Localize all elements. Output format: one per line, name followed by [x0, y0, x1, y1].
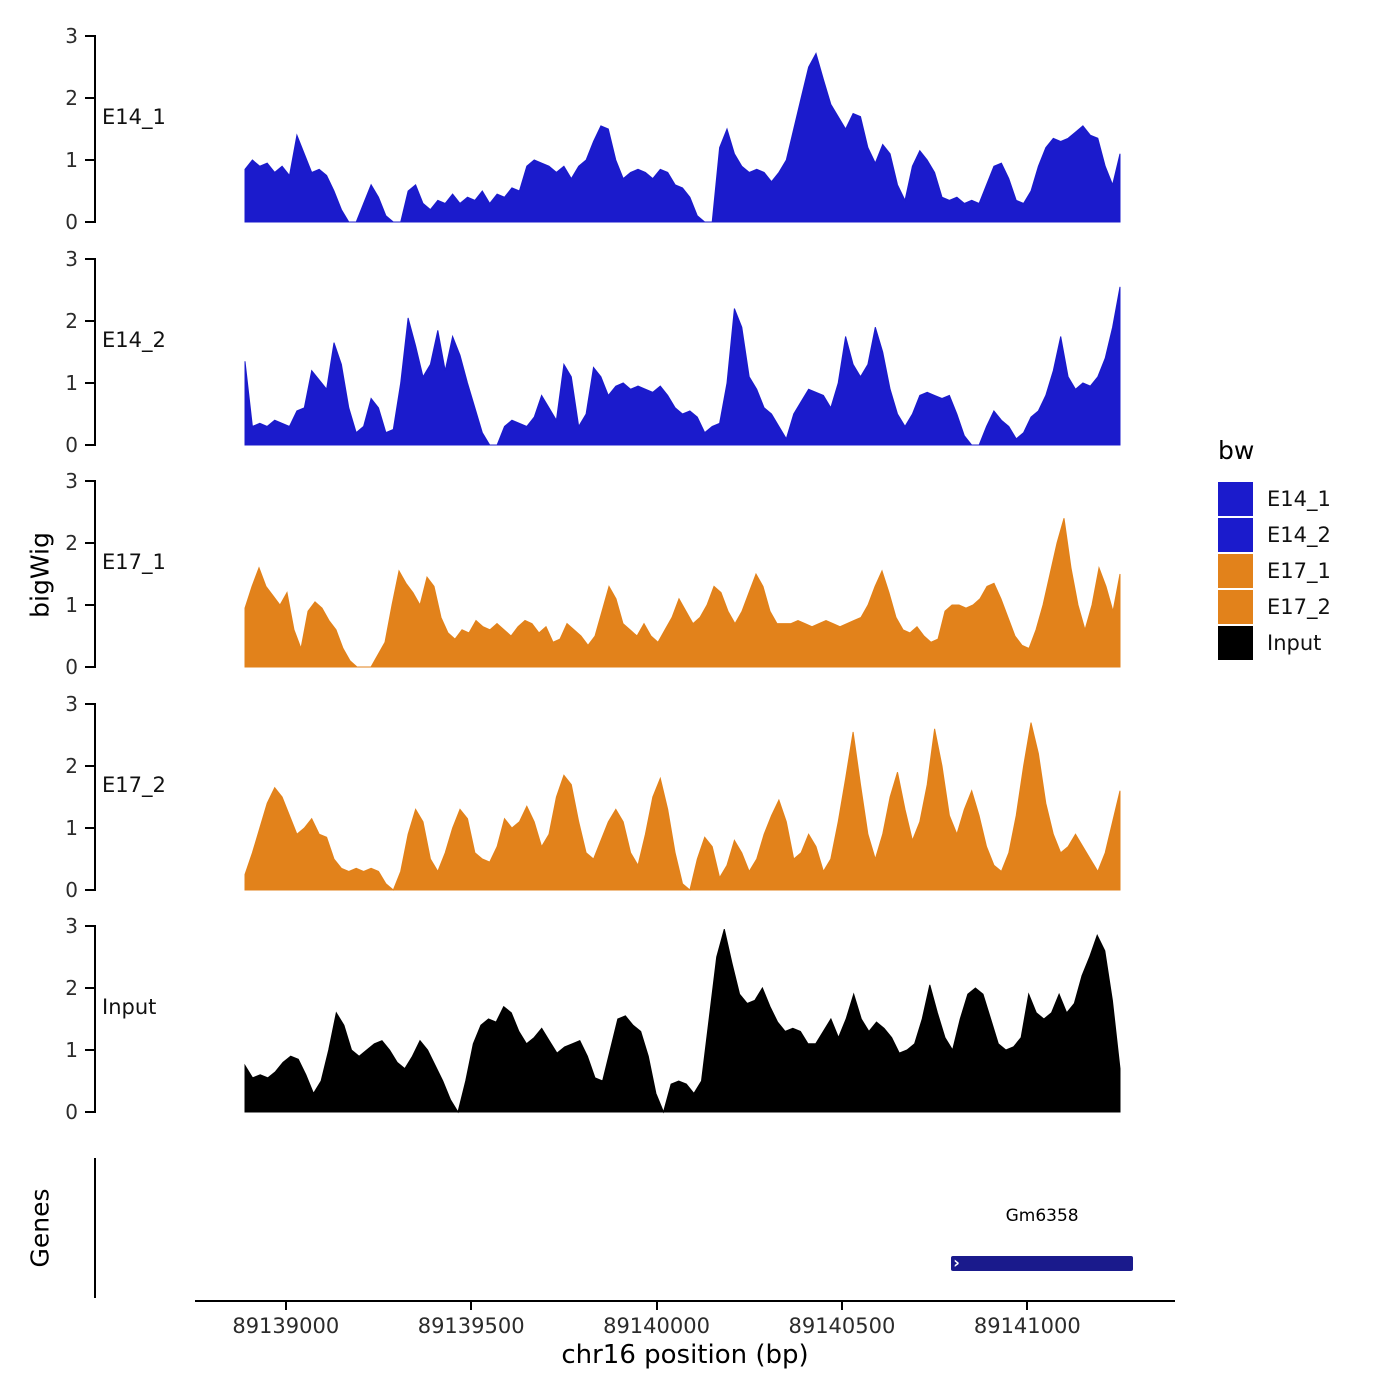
legend-swatch-E17_2 — [1218, 590, 1253, 626]
x-axis-title: chr16 position (bp) — [561, 1340, 809, 1370]
area-path-E14_2 — [244, 286, 1121, 445]
y-axis-tick — [85, 826, 94, 829]
y-axis-tick — [85, 97, 94, 99]
y-axis-tick — [85, 381, 94, 384]
y-axis-tick — [85, 257, 94, 260]
y-axis-tick — [85, 888, 94, 891]
genes-axis-line — [94, 1158, 96, 1298]
y-tick-label: 3 — [65, 246, 78, 271]
y-axis-tick — [85, 35, 94, 37]
y-tick-label: 0 — [65, 432, 78, 457]
coverage-area-E17_1 — [244, 518, 1121, 668]
area-path-Input — [244, 928, 1121, 1114]
y-tick-label: 3 — [65, 469, 78, 493]
x-tick-label: 89139000 — [232, 1314, 340, 1338]
gene-label: Gm6358 — [1005, 1206, 1079, 1226]
y-tick-label: 2 — [65, 753, 78, 778]
y-tick-label: 2 — [65, 86, 78, 110]
coverage-area-Input — [244, 928, 1121, 1114]
legend-swatch-E14_2 — [1218, 518, 1253, 554]
y-tick-label: 0 — [65, 1100, 78, 1124]
y-axis-line — [94, 925, 96, 1113]
strand-arrow-icon: › — [953, 1253, 960, 1272]
genes-axis-title: Genes — [25, 1188, 55, 1268]
y-axis-tick — [85, 542, 94, 544]
y-axis-tick — [85, 159, 94, 161]
legend-swatch-E14_1 — [1218, 482, 1253, 518]
y-tick-label: 3 — [65, 24, 78, 48]
area-path-E17_2 — [244, 721, 1121, 891]
legend-label-E17_2: E17_2 — [1267, 595, 1331, 619]
y-tick-label: 1 — [65, 1038, 78, 1062]
area-path-E17_1 — [244, 518, 1121, 668]
legend-label-E14_2: E14_2 — [1267, 523, 1331, 547]
y-tick-label: 1 — [65, 370, 78, 395]
track-label: E17_1 — [102, 550, 166, 574]
gene-body: › — [951, 1253, 1133, 1272]
y-tick-label: 1 — [65, 593, 78, 617]
x-axis-line — [195, 1300, 1175, 1302]
y-axis-tick — [85, 987, 94, 989]
x-axis-tick — [284, 1301, 287, 1310]
x-tick-label: 89140500 — [788, 1314, 896, 1338]
coverage-area-E14_1 — [244, 52, 1121, 223]
y-axis-tick — [85, 666, 94, 668]
y-axis-tick — [85, 221, 94, 223]
y-tick-label: 2 — [65, 976, 78, 1000]
y-axis-line — [94, 257, 96, 446]
legend-label-E14_1: E14_1 — [1267, 487, 1331, 511]
y-axis-tick — [85, 604, 94, 606]
track-label: E14_1 — [102, 105, 166, 129]
y-axis-tick — [85, 764, 94, 767]
track-label: E17_2 — [102, 772, 166, 797]
area-path-E14_1 — [244, 52, 1121, 223]
y-axis-tick — [85, 443, 94, 446]
x-tick-label: 89139500 — [417, 1314, 525, 1338]
y-axis-tick — [85, 1049, 94, 1051]
y-tick-label: 0 — [65, 210, 78, 234]
y-axis-tick — [85, 925, 94, 927]
y-tick-label: 1 — [65, 148, 78, 172]
y-axis-tick — [85, 1111, 94, 1113]
y-axis-line — [94, 702, 96, 891]
y-tick-label: 3 — [65, 914, 78, 938]
x-axis-tick — [1026, 1301, 1029, 1310]
legend-swatch-Input — [1218, 626, 1253, 662]
x-axis-tick — [470, 1301, 473, 1310]
x-tick-label: 89141000 — [973, 1314, 1081, 1338]
x-tick-label: 89140000 — [603, 1314, 710, 1338]
y-tick-label: 2 — [65, 531, 78, 555]
coverage-area-E17_2 — [244, 721, 1121, 891]
legend-swatch-E17_1 — [1218, 554, 1253, 590]
y-tick-label: 3 — [65, 691, 78, 716]
y-axis-tick — [85, 319, 94, 322]
legend-label-Input: Input — [1267, 631, 1322, 655]
y-tick-label: 0 — [65, 877, 78, 902]
legend-label-E17_1: E17_1 — [1267, 559, 1331, 583]
y-axis-line — [94, 35, 96, 223]
track-label: E14_2 — [102, 327, 166, 352]
y-tick-label: 1 — [65, 815, 78, 840]
y-tick-label: 2 — [65, 308, 78, 333]
coverage-area-E14_2 — [244, 286, 1121, 445]
x-axis-tick — [655, 1301, 658, 1310]
y-axis-tick — [85, 702, 94, 705]
y-axis-line — [94, 480, 96, 668]
x-axis-tick — [840, 1301, 843, 1310]
track-label: Input — [102, 995, 157, 1019]
y-tick-label: 0 — [65, 655, 78, 679]
legend-title: bw — [1218, 436, 1255, 465]
y-axis-tick — [85, 480, 94, 482]
